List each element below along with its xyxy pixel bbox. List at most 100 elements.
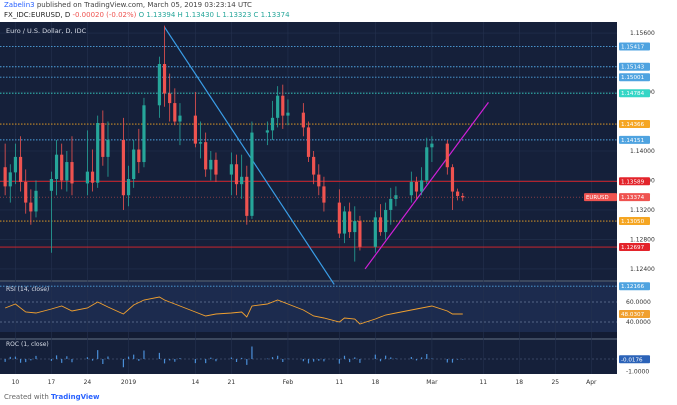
tradingview-logo[interactable]: TradingView [51, 393, 100, 401]
roc-bar [307, 359, 310, 364]
level-badge [619, 120, 650, 129]
candle-body [378, 217, 383, 233]
roc-bar [287, 358, 289, 360]
x-tick-label: Mar [426, 379, 438, 386]
x-tick-label: 14 [192, 379, 200, 386]
level-label: 1.13589 [621, 179, 645, 185]
trend-line [164, 26, 335, 285]
candle-body [142, 105, 146, 163]
candle-body [353, 221, 357, 233]
candle-body [389, 198, 393, 210]
roc-bar [462, 359, 464, 360]
roc-bar [71, 359, 73, 363]
roc-bar [163, 359, 166, 364]
roc-bar [9, 356, 11, 359]
roc-bar [354, 357, 356, 359]
current-price-badge [619, 193, 650, 202]
footer: Created with TradingView [0, 391, 677, 405]
roc-bar [205, 359, 207, 364]
candle-body [3, 167, 7, 187]
candle-body [13, 156, 18, 173]
roc-bar [410, 357, 412, 359]
roc-title: ROC (1, close) [6, 341, 49, 348]
roc-bar [97, 350, 99, 359]
roc-bar [230, 357, 232, 359]
level-badge [619, 217, 650, 226]
x-tick-label: 17 [48, 379, 56, 386]
roc-bar [374, 354, 376, 359]
symbol-label: FX_IDC:EURUSD, D [4, 11, 71, 19]
level-label: 1.14784 [621, 91, 645, 97]
candle-body [137, 149, 141, 163]
x-tick-label: 24 [84, 379, 92, 386]
candle-body [204, 142, 208, 170]
candle-body [456, 191, 460, 196]
roc-bar [25, 359, 27, 363]
rsi-value-badge [619, 310, 650, 318]
candle-body [240, 176, 244, 185]
chart-canvas[interactable]: 10 17 24 2019 14 21 Feb 11 18 Mar 11 18 25 Apr 1.15600… [0, 22, 677, 391]
roc-bar [66, 356, 68, 359]
roc-bar [415, 359, 418, 361]
candle-body [229, 164, 233, 175]
rsi-tick-label: 40.0000 [626, 319, 651, 326]
roc-bar [215, 359, 217, 362]
roc-bar [251, 346, 253, 359]
rsi-pane [0, 282, 677, 332]
roc-bar [138, 359, 140, 361]
roc-bar [133, 354, 135, 359]
roc-bar [359, 359, 361, 363]
roc-bar [194, 359, 196, 364]
author-link[interactable]: Zabelin3 [4, 1, 35, 9]
roc-bar [426, 354, 428, 359]
roc-bar [235, 359, 238, 362]
candle-body [173, 103, 177, 122]
roc-bar [158, 352, 160, 359]
level-badge [619, 73, 650, 82]
candle-body [60, 154, 64, 181]
candle-body [49, 179, 54, 191]
x-tick-label: 18 [515, 379, 523, 386]
roc-value-badge [619, 355, 650, 364]
candle-body [322, 186, 326, 203]
roc-bar [102, 359, 104, 364]
level-label: 1.13050 [621, 219, 645, 225]
time-axis [0, 374, 677, 391]
roc-bar [169, 359, 171, 361]
candle-body [90, 171, 95, 183]
roc-bar [210, 357, 212, 359]
roc-tick-label: -1.0000 [626, 369, 649, 376]
chart-title: Euro / U.S. Dollar, D, IDC [6, 27, 87, 35]
roc-bar [385, 355, 387, 359]
change-value: -0.00020 (-0.02%) [72, 11, 137, 19]
roc-bar [55, 355, 58, 359]
candle-body [445, 143, 449, 168]
level-badge [619, 62, 650, 71]
candle-body [54, 154, 59, 180]
candle-body [358, 221, 362, 247]
candle-body [342, 211, 347, 234]
candle-body [450, 167, 455, 192]
candle-body [301, 112, 305, 128]
candle-body [384, 209, 388, 233]
x-tick-label: 2019 [121, 379, 136, 386]
candle-body [265, 130, 269, 133]
level-label: 1.12697 [621, 245, 645, 251]
roc-bar [30, 359, 32, 361]
candle-body [193, 115, 197, 144]
rsi-title: RSI (14, close) [6, 286, 49, 293]
roc-bar [446, 359, 448, 363]
candle-body [461, 195, 465, 198]
roc-bar [179, 358, 181, 359]
roc-bar [395, 358, 397, 359]
x-tick-label: 11 [479, 379, 487, 386]
candle-body [209, 159, 213, 170]
roc-bar [241, 357, 243, 359]
y-tick-label: 1.12800 [630, 236, 655, 243]
y-tick-label: 1.13200 [630, 207, 655, 214]
candle-body [198, 142, 203, 144]
roc-bar [457, 359, 459, 360]
y-tick-label: 1.15600 [630, 30, 655, 37]
roc-bar [14, 356, 17, 359]
candle-body [409, 181, 413, 196]
